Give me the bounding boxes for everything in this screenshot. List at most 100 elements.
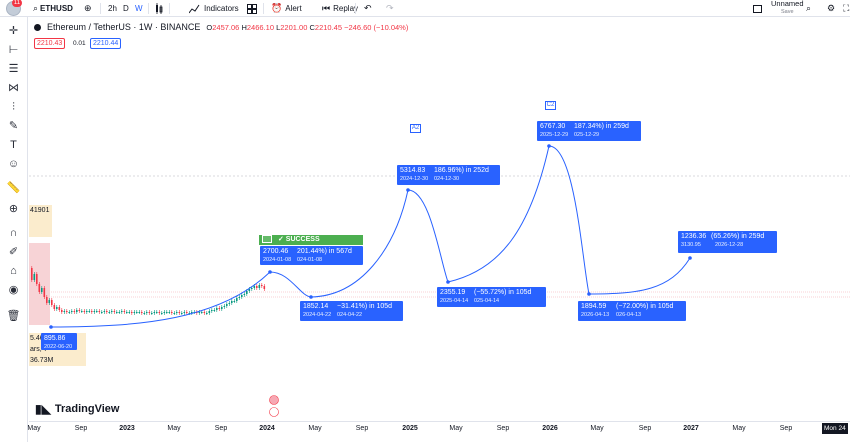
- candle-body: [56, 307, 58, 309]
- candle-body: [128, 312, 131, 313]
- zoom-tool[interactable]: ⊕: [5, 202, 22, 217]
- tradingview-logo[interactable]: ▮◣ TradingView: [35, 402, 119, 416]
- measure-tool[interactable]: 📏: [5, 181, 22, 196]
- interval-w[interactable]: W: [135, 4, 143, 13]
- zoom-icon: ⊕: [8, 203, 19, 215]
- candle-body: [188, 313, 191, 314]
- candle-body: [88, 311, 91, 312]
- candle-body: [171, 312, 173, 313]
- forecast-tool[interactable]: ⫶: [5, 100, 22, 115]
- fib-tool[interactable]: ☰: [5, 62, 22, 77]
- anchor-point[interactable]: [688, 256, 692, 260]
- wave-tag-a2[interactable]: A2: [410, 124, 421, 133]
- delete-tool[interactable]: 🗑: [5, 309, 22, 324]
- projection-label[interactable]: 6767.30 2025-12-29 187.34%) in 259d 025-…: [537, 121, 641, 141]
- redo-icon: ↷: [386, 3, 394, 13]
- indicators-button[interactable]: Indicators: [189, 2, 239, 15]
- magnet-tool[interactable]: ∩: [5, 226, 22, 241]
- time-cursor-label: Mon 24: [822, 423, 848, 434]
- projection-label[interactable]: 895.86 2022-06-20: [41, 333, 77, 350]
- quick-search-button[interactable]: ⌕: [806, 2, 811, 15]
- projection-label[interactable]: 5314.83 2024-12-30 186.96%) in 252d 024-…: [397, 165, 500, 185]
- projection-label[interactable]: 1894.59 2026-04-13 (−72.00%) in 105d 026…: [578, 301, 686, 321]
- projection-price: 895.86: [44, 335, 66, 342]
- candle-body: [201, 312, 203, 313]
- lock-tool[interactable]: ⌂: [5, 264, 22, 279]
- candle-body: [108, 312, 111, 313]
- visibility-tool[interactable]: ◉: [5, 283, 22, 298]
- redo-button[interactable]: ↷: [386, 2, 394, 15]
- projection-path: [548, 145, 590, 295]
- projection-label[interactable]: 1852.14 2024-04-22 −31.41%) in 105d 024-…: [300, 301, 403, 321]
- alarm-clock-icon: ⏰: [271, 3, 283, 13]
- success-label[interactable]: ✓ SUCCESS: [259, 235, 363, 245]
- divider: [100, 3, 101, 14]
- time-axis-label: 2024: [259, 425, 275, 432]
- alert-button[interactable]: ⏰ Alert: [271, 2, 302, 15]
- interval-d[interactable]: D: [123, 4, 129, 13]
- anchor-point[interactable]: [406, 188, 410, 192]
- text-tool[interactable]: T: [5, 138, 22, 153]
- time-axis[interactable]: May Sep 2023 May Sep 2024 May Sep 2025 M…: [27, 421, 850, 442]
- layout-name[interactable]: Unnamed Save: [771, 0, 804, 15]
- projection-date: 2026-04-13: [581, 312, 610, 318]
- candle-body: [106, 311, 108, 312]
- layout-name-button[interactable]: [753, 2, 762, 15]
- anchor-point[interactable]: [587, 292, 591, 296]
- event-marker[interactable]: [269, 407, 279, 417]
- projection-date: 024-01-08: [297, 257, 323, 263]
- anchor-point[interactable]: [49, 325, 53, 329]
- time-axis-label: May: [27, 425, 41, 432]
- change-value: −246.60 (−10.04%): [344, 22, 409, 32]
- anchor-point[interactable]: [547, 144, 551, 148]
- interval-2h[interactable]: 2h: [108, 4, 117, 13]
- trendline-tool[interactable]: ⊢: [5, 43, 22, 58]
- brush-tool[interactable]: ✎: [5, 119, 22, 134]
- event-marker[interactable]: [269, 395, 279, 405]
- fullscreen-icon: ⛶: [843, 3, 850, 13]
- time-axis-label: Sep: [74, 425, 88, 432]
- projection-target: 3130.95: [681, 242, 701, 248]
- fullscreen-button[interactable]: ⛶: [843, 2, 849, 15]
- low-key: L: [276, 22, 281, 32]
- anchor-point[interactable]: [446, 280, 450, 284]
- candle-body: [258, 285, 261, 288]
- undo-button[interactable]: ↶: [364, 2, 372, 15]
- crosshair-tool[interactable]: ✛: [5, 24, 22, 39]
- candle-body: [91, 311, 93, 312]
- projection-price: 2355.19: [440, 289, 466, 296]
- anchor-point[interactable]: [309, 295, 313, 299]
- replay-button[interactable]: ⏮ Replay: [322, 2, 358, 15]
- compare-button[interactable]: ⊕: [84, 2, 92, 15]
- ask-price[interactable]: 2210.44: [90, 38, 122, 49]
- settings-button[interactable]: ⚙: [827, 2, 835, 15]
- icons-tool[interactable]: ☺: [5, 157, 22, 172]
- wave-tag-c2[interactable]: C2: [545, 101, 556, 110]
- top-toolbar: 11 ⌕ ETHUSD ⊕ 2h D W Indicators ⏰ Alert: [0, 0, 850, 17]
- bid-price[interactable]: 2210.43: [34, 38, 66, 49]
- candle-body: [253, 286, 256, 288]
- time-axis-label: May: [308, 425, 322, 432]
- layouts-button[interactable]: [247, 2, 257, 15]
- anchor-point[interactable]: [268, 270, 272, 274]
- projection-date: 2024-04-22: [303, 312, 332, 318]
- projection-label[interactable]: 2355.19 2025-04-14 (−55.72%) in 105d 025…: [437, 287, 546, 307]
- candle-body: [81, 311, 83, 312]
- price-chart[interactable]: [29, 17, 850, 442]
- projection-change: (65.26%) in 259d: [711, 233, 765, 240]
- chart-type-button[interactable]: [154, 2, 164, 15]
- candle-body: [36, 274, 38, 284]
- candle-body: [146, 312, 148, 313]
- pencil-lock-icon: ✐: [8, 246, 19, 258]
- candle-body: [166, 312, 168, 313]
- time-axis-label: Sep: [779, 425, 793, 432]
- candle-body: [213, 310, 216, 311]
- trash-icon: 🗑: [6, 310, 21, 322]
- symbol-search-button[interactable]: ⌕ ETHUSD: [33, 2, 73, 15]
- candle-body: [31, 268, 33, 280]
- projection-label[interactable]: 2700.46 2024-01-08 201.44%) in 567d 024-…: [260, 246, 363, 265]
- pattern-tool[interactable]: ⋈: [5, 81, 22, 96]
- symbol-description[interactable]: Ethereum / TetherUS · 1W · BINANCE: [47, 22, 201, 32]
- stay-in-drawing-tool[interactable]: ✐: [5, 245, 22, 260]
- projection-label[interactable]: 1236.36 3130.95 (65.26%) in 259d 2026-12…: [678, 231, 777, 253]
